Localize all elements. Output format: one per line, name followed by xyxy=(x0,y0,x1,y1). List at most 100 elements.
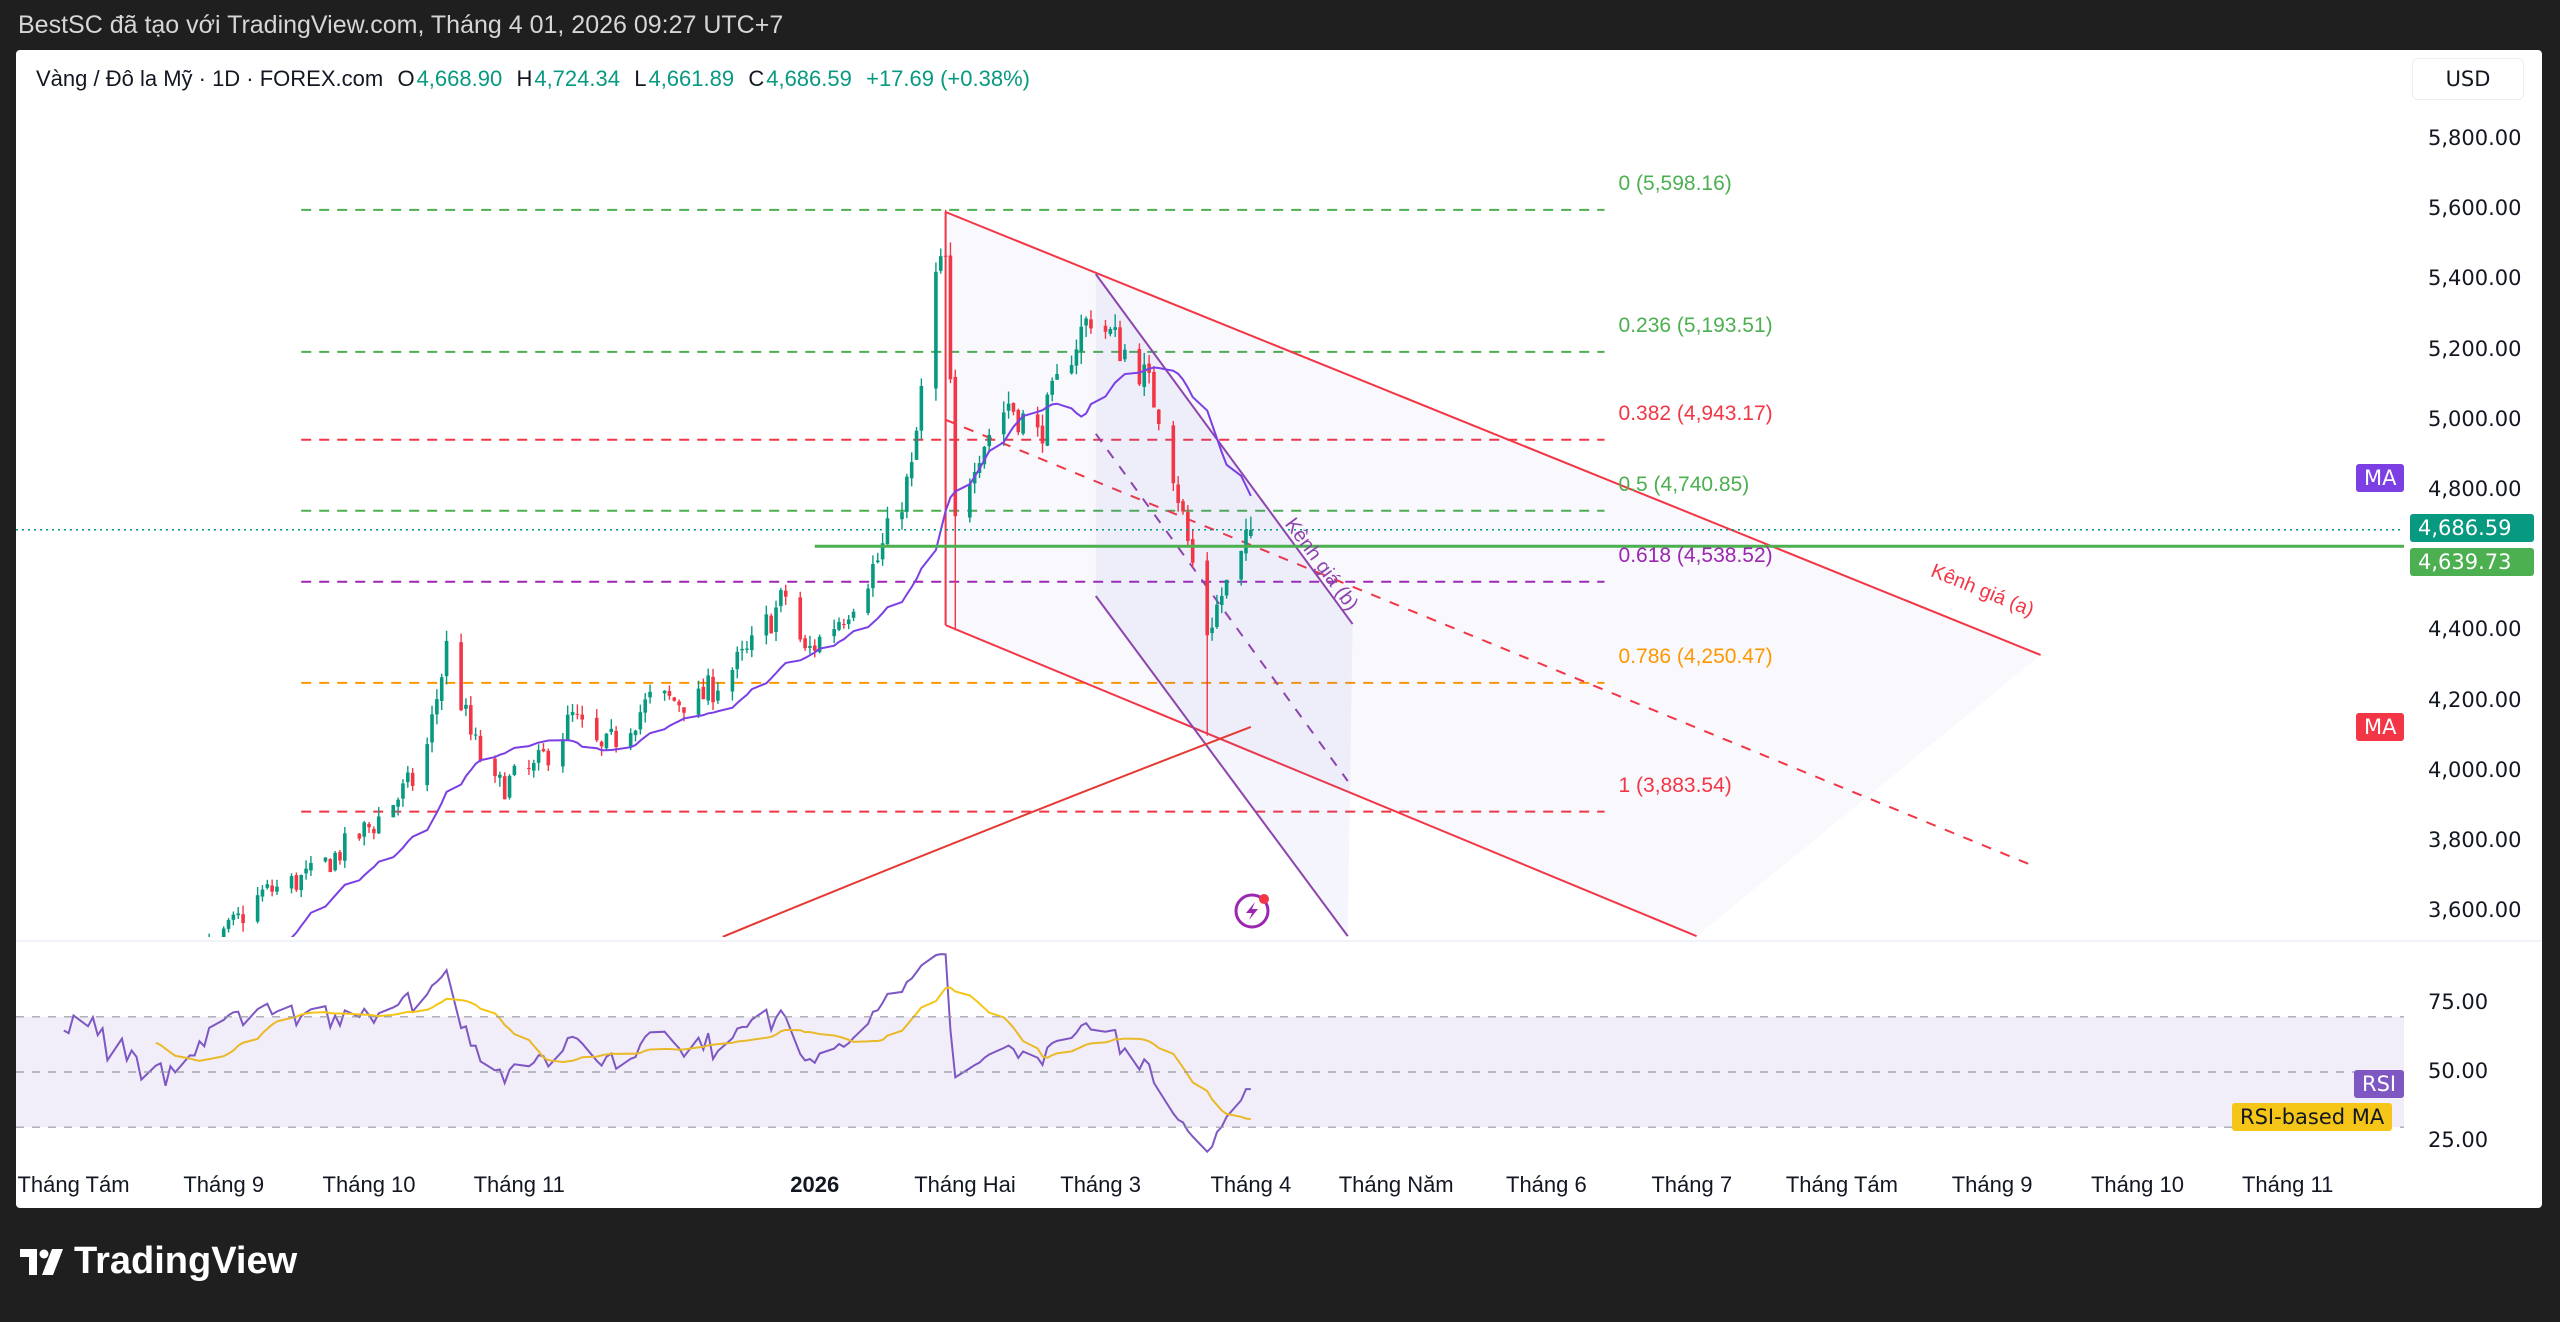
candle-body xyxy=(832,629,836,637)
candle xyxy=(304,860,308,880)
price-tick: 4,200.00 xyxy=(2428,687,2522,712)
candle xyxy=(905,473,909,519)
candle xyxy=(643,693,648,723)
candle-body xyxy=(125,976,129,992)
candle-body xyxy=(943,255,948,257)
candle-body xyxy=(783,590,788,597)
candle xyxy=(1137,343,1142,387)
candle xyxy=(808,635,812,655)
candle-body xyxy=(1210,627,1214,634)
currency-button[interactable]: USD xyxy=(2412,58,2524,100)
candle xyxy=(662,690,667,701)
tradingview-logo[interactable]: TradingView xyxy=(20,1240,297,1283)
candle xyxy=(106,977,110,997)
candle-body xyxy=(401,783,405,799)
candle xyxy=(231,911,236,926)
candle-body xyxy=(643,699,648,713)
candle xyxy=(730,667,735,701)
candle xyxy=(208,933,210,937)
candle-body xyxy=(1205,560,1210,636)
fib-level-label: 0 (5,598.16) xyxy=(1618,171,1732,195)
candle xyxy=(934,262,938,401)
chart-panel[interactable] xyxy=(16,50,2542,1208)
candle-body xyxy=(1249,529,1253,537)
candle-body xyxy=(1055,374,1059,380)
candle xyxy=(1181,499,1185,515)
candle-body xyxy=(1142,364,1147,387)
candle xyxy=(159,988,163,1002)
candle-body xyxy=(599,741,604,747)
candle-body xyxy=(541,749,546,752)
price-tick: 4,800.00 xyxy=(2428,477,2522,501)
candle xyxy=(1074,339,1079,375)
candle-body xyxy=(880,543,885,560)
candle-body xyxy=(546,750,551,766)
price-tick: 3,600.00 xyxy=(2428,898,2522,923)
time-tick: Tháng 4 xyxy=(1210,1172,1292,1197)
price-tick: 5,200.00 xyxy=(2428,336,2522,361)
candle xyxy=(541,743,546,753)
flash-icon-dot xyxy=(1259,894,1269,904)
candle xyxy=(28,982,32,1004)
candle xyxy=(226,917,231,933)
candle xyxy=(473,727,478,740)
rsi-ma-line xyxy=(155,986,1251,1121)
candle-body xyxy=(968,483,972,518)
candle-body xyxy=(866,588,870,614)
candle xyxy=(130,975,134,998)
candle xyxy=(536,744,541,771)
candle-body xyxy=(1152,371,1156,408)
candle-body xyxy=(871,563,875,589)
time-tick: Tháng 10 xyxy=(2090,1172,2184,1197)
candle-body xyxy=(764,614,769,636)
candle-body xyxy=(376,816,381,834)
candle-body xyxy=(357,833,362,839)
candle-body xyxy=(459,642,463,711)
candle xyxy=(599,740,604,756)
candle-body xyxy=(289,875,294,889)
candle xyxy=(173,987,177,1005)
candle-body xyxy=(106,978,110,996)
candle-body xyxy=(594,717,599,741)
candle xyxy=(72,972,76,1000)
candle-body xyxy=(1021,413,1025,434)
candle xyxy=(750,626,754,658)
rsi-tick: 75.00 xyxy=(2428,990,2489,1014)
candle-body xyxy=(1069,365,1074,374)
candle xyxy=(38,987,42,996)
candle-body xyxy=(101,978,105,983)
candle xyxy=(609,719,614,735)
candle-body xyxy=(808,645,812,648)
candle-body xyxy=(507,775,512,798)
candle-body xyxy=(1074,349,1079,366)
candle xyxy=(817,634,822,654)
candle xyxy=(270,879,274,897)
candle-body xyxy=(154,993,158,1006)
candle-body xyxy=(231,914,236,920)
close-label: C xyxy=(748,66,765,91)
candle xyxy=(919,378,924,440)
candle-body xyxy=(396,799,400,807)
candle xyxy=(338,849,342,865)
flash-icon-ring xyxy=(1234,893,1270,929)
candle xyxy=(885,506,890,545)
symbol-title[interactable]: Vàng / Đô la Mỹ · 1D · FOREX.com xyxy=(36,66,384,91)
price-channel-fill xyxy=(1095,274,1353,937)
candle-body xyxy=(1215,604,1219,627)
low-label: L xyxy=(634,66,647,91)
candle-body xyxy=(696,688,701,715)
candle-body xyxy=(372,828,376,834)
candle-body xyxy=(842,623,846,625)
candle xyxy=(909,452,914,487)
high-value: 4,724.34 xyxy=(534,66,620,91)
candle xyxy=(633,729,638,742)
candle-body xyxy=(667,691,672,696)
candle-body xyxy=(333,852,337,871)
candle-body xyxy=(1176,484,1180,503)
main-pane xyxy=(28,208,2041,1006)
candle xyxy=(798,591,803,643)
candle-body xyxy=(328,859,333,873)
candle xyxy=(914,426,919,461)
tradingview-logo-icon xyxy=(20,1248,63,1275)
